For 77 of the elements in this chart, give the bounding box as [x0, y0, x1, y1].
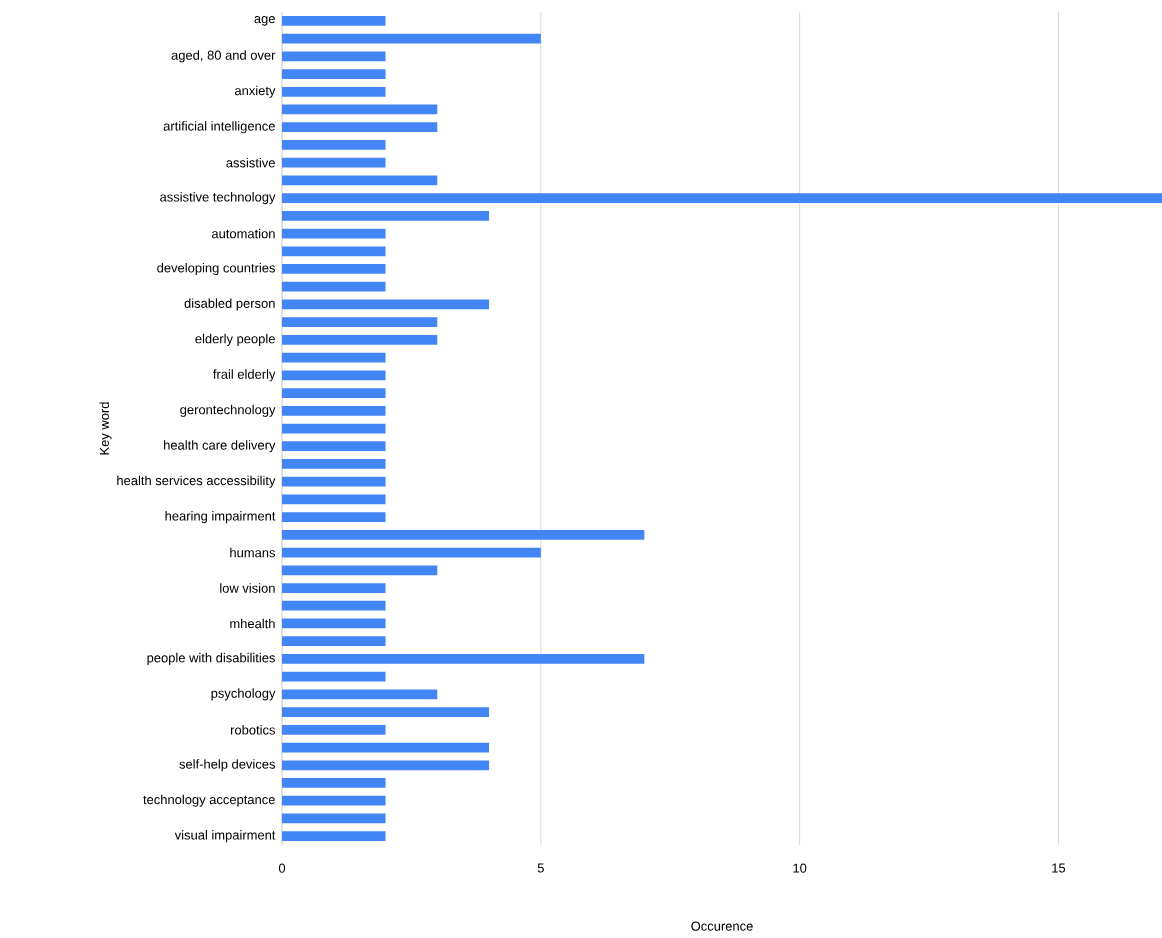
bar [282, 831, 386, 842]
bar [282, 795, 386, 806]
bar [282, 565, 438, 576]
bar [282, 86, 386, 97]
y-tick-label: self-help devices [179, 759, 275, 772]
y-tick-label: anxiety [234, 85, 276, 98]
bar [282, 742, 490, 753]
y-tick-label: aged, 80 and over [171, 50, 276, 63]
bar [282, 69, 386, 79]
y-tick-label: visual impairment [174, 830, 276, 843]
y-tick-label: people with disabilities [147, 652, 275, 665]
x-axis-title: Occurence [691, 921, 753, 931]
bar [282, 654, 645, 664]
x-tick-label: 0 [278, 863, 286, 873]
bar [282, 636, 386, 647]
bar [282, 476, 386, 487]
bar [282, 423, 386, 434]
bar [282, 494, 386, 505]
bar [282, 335, 438, 345]
bar [282, 512, 386, 522]
y-tick-label: assistive [226, 157, 275, 168]
y-tick-label: automation [211, 228, 275, 239]
y-tick-label: assistive technology [160, 192, 276, 205]
y-axis-title: Key word [99, 402, 112, 455]
bar [282, 33, 541, 44]
y-tick-label: elderly people [195, 333, 275, 346]
bar [282, 317, 438, 328]
bar [282, 122, 438, 133]
y-tick-label: health services accessibility [117, 475, 276, 488]
bar [282, 778, 386, 788]
bar [282, 264, 386, 274]
y-tick-label: disabled person [184, 298, 275, 311]
bar [282, 529, 645, 540]
bar [282, 459, 386, 469]
bar [282, 157, 386, 168]
bar [282, 51, 386, 62]
y-tick-label: low vision [220, 583, 275, 593]
bar [282, 352, 386, 363]
bar [282, 299, 490, 310]
bar [282, 281, 386, 292]
bar [282, 140, 386, 150]
y-tick-label: age [254, 16, 275, 26]
bar [282, 15, 386, 26]
y-tick-label: artificial intelligence [163, 121, 275, 134]
y-tick-label: hearing impairment [165, 511, 276, 524]
bar [282, 175, 438, 186]
bar [282, 228, 386, 239]
y-tick-label: frail elderly [213, 369, 276, 382]
y-tick-label: robotics [230, 725, 276, 735]
bar [282, 370, 386, 381]
bar [282, 760, 490, 771]
y-tick-label: humans [230, 547, 276, 558]
bar [282, 193, 1162, 203]
bar [282, 441, 386, 452]
x-tick-label: 5 [537, 863, 544, 873]
bar [282, 583, 386, 593]
bar [282, 618, 386, 629]
x-tick-label: 10 [793, 863, 807, 873]
y-tick-label: gerontechnology [180, 404, 276, 417]
bar [282, 671, 386, 682]
bar [282, 104, 438, 115]
y-tick-label: mhealth [230, 618, 275, 629]
bar [282, 600, 386, 611]
y-tick-label: technology acceptance [143, 794, 275, 807]
bar [282, 210, 490, 221]
x-tick-label: 15 [1052, 863, 1066, 873]
bar [282, 405, 386, 416]
bar [282, 246, 386, 257]
bar [282, 689, 438, 700]
bar [282, 388, 386, 398]
bar [282, 707, 490, 717]
y-tick-label: health care delivery [164, 440, 276, 453]
bar [282, 547, 541, 558]
y-tick-label: psychology [211, 688, 276, 701]
bar [282, 813, 386, 824]
bar [282, 724, 386, 735]
y-tick-label: developing countries [157, 262, 275, 276]
